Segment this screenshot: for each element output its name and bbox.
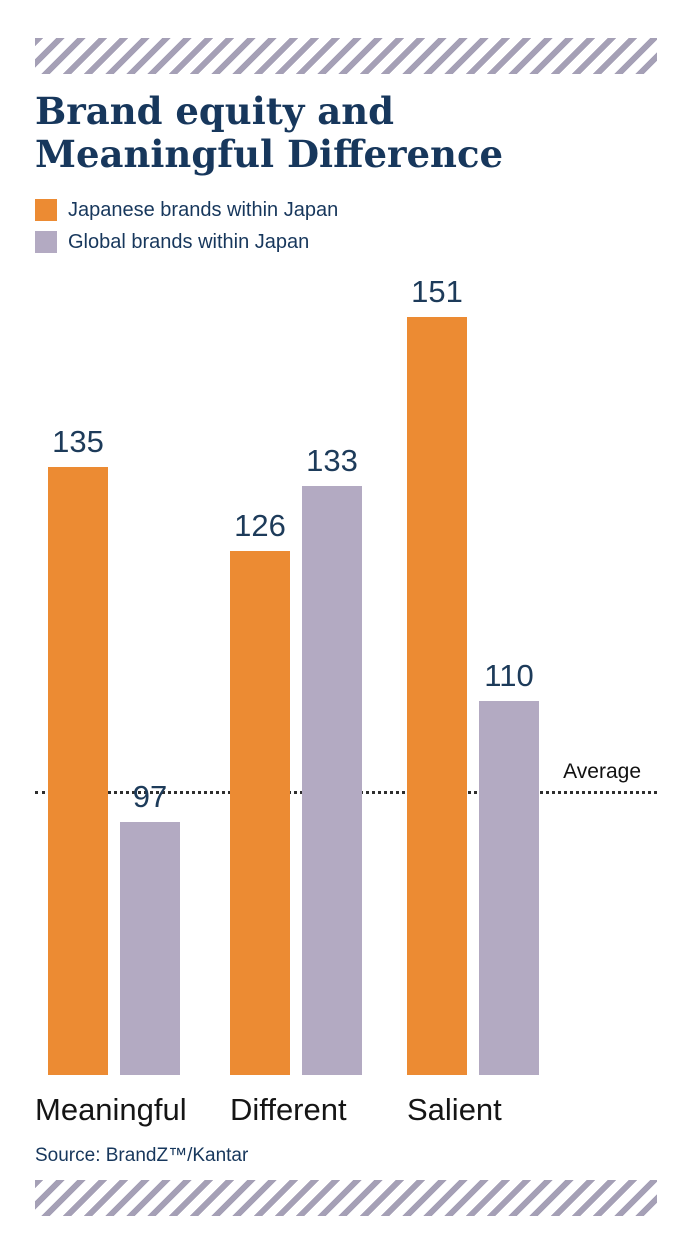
legend-item-japanese-brands: Japanese brands within Japan bbox=[35, 197, 338, 223]
legend-item-global-brands: Global brands within Japan bbox=[35, 229, 338, 255]
legend-label-japanese-brands: Japanese brands within Japan bbox=[68, 198, 339, 221]
source-credit: Source: BrandZ™/Kantar bbox=[35, 1145, 249, 1166]
bar-japanese-different: 126 bbox=[230, 508, 290, 1075]
bottom-hatch-band bbox=[35, 1180, 657, 1216]
bar-global-different: 133 bbox=[302, 443, 362, 1075]
plot-area: Average 135 97 126 133 151 110 bbox=[35, 274, 657, 1075]
bar-global-salient: 110 bbox=[479, 658, 539, 1075]
bar-value-japanese-salient: 151 bbox=[411, 274, 463, 310]
bar-japanese-salient: 151 bbox=[407, 274, 467, 1075]
average-label: Average bbox=[563, 760, 641, 784]
category-label-meaningful: Meaningful bbox=[35, 1092, 187, 1127]
bar-value-global-meaningful: 97 bbox=[132, 779, 168, 815]
legend-swatch-japanese-brands bbox=[35, 199, 57, 221]
top-hatch-band bbox=[35, 38, 657, 74]
page-title: Brand equity and Meaningful Difference bbox=[35, 89, 504, 177]
bar-value-global-salient: 110 bbox=[484, 657, 534, 693]
bar-global-meaningful: 97 bbox=[120, 779, 180, 1075]
page-title-line2: Meaningful Difference bbox=[35, 132, 504, 177]
category-label-different: Different bbox=[230, 1092, 347, 1127]
bar-japanese-meaningful: 135 bbox=[48, 424, 108, 1075]
legend: Japanese brands within Japan Global bran… bbox=[35, 197, 338, 261]
bar-value-japanese-meaningful: 135 bbox=[52, 424, 104, 460]
page-title-line1: Brand equity and bbox=[35, 89, 394, 133]
bar-value-global-different: 133 bbox=[306, 442, 358, 478]
legend-label-global-brands: Global brands within Japan bbox=[68, 230, 310, 253]
category-label-salient: Salient bbox=[407, 1092, 502, 1127]
legend-swatch-global-brands bbox=[35, 231, 57, 253]
bar-value-japanese-different: 126 bbox=[234, 508, 286, 544]
